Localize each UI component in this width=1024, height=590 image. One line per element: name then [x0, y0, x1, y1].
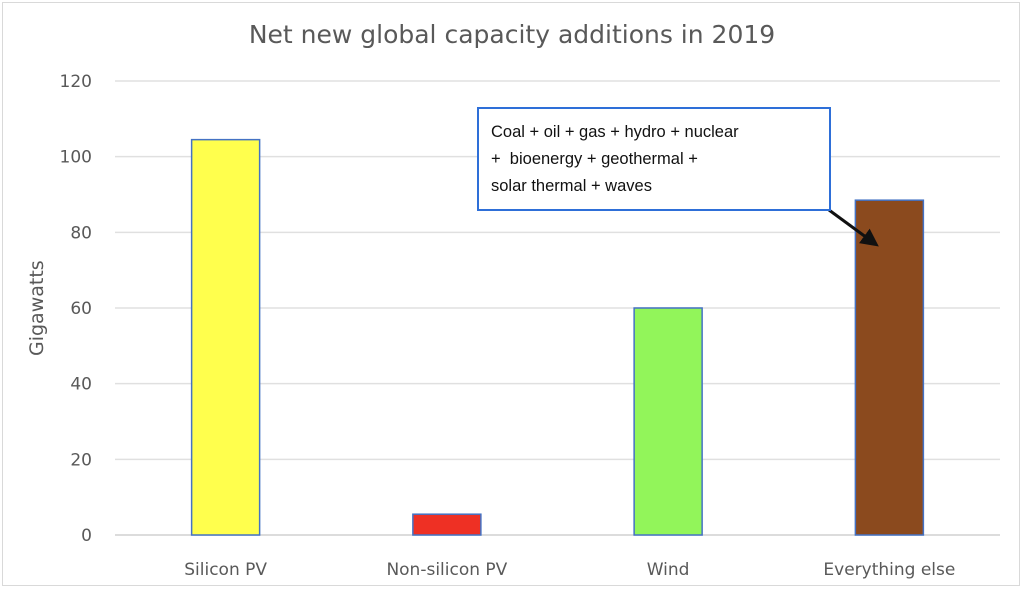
x-category-label: Everything else	[823, 560, 955, 580]
y-tick-label: 40	[70, 375, 92, 395]
y-tick-label: 0	[81, 526, 92, 546]
y-tick-label: 80	[70, 223, 92, 243]
y-tick-label: 120	[60, 72, 92, 92]
y-tick-label: 60	[70, 299, 92, 319]
annotation-box: Coal + oil + gas + hydro + nuclear + bio…	[477, 107, 831, 211]
bar-wind	[633, 307, 703, 536]
bar-everything-else	[854, 199, 925, 536]
bar-silicon-pv	[190, 138, 261, 536]
chart-title: Net new global capacity additions in 201…	[248, 20, 776, 49]
annotation-arrow	[828, 208, 879, 247]
bar-non-silicon-pv	[412, 513, 482, 536]
x-category-label: Non-silicon PV	[386, 560, 507, 580]
x-category-label: Wind	[647, 560, 690, 580]
y-tick-label: 20	[70, 450, 92, 470]
x-category-label: Silicon PV	[184, 560, 267, 580]
y-tick-label: 100	[60, 148, 92, 168]
